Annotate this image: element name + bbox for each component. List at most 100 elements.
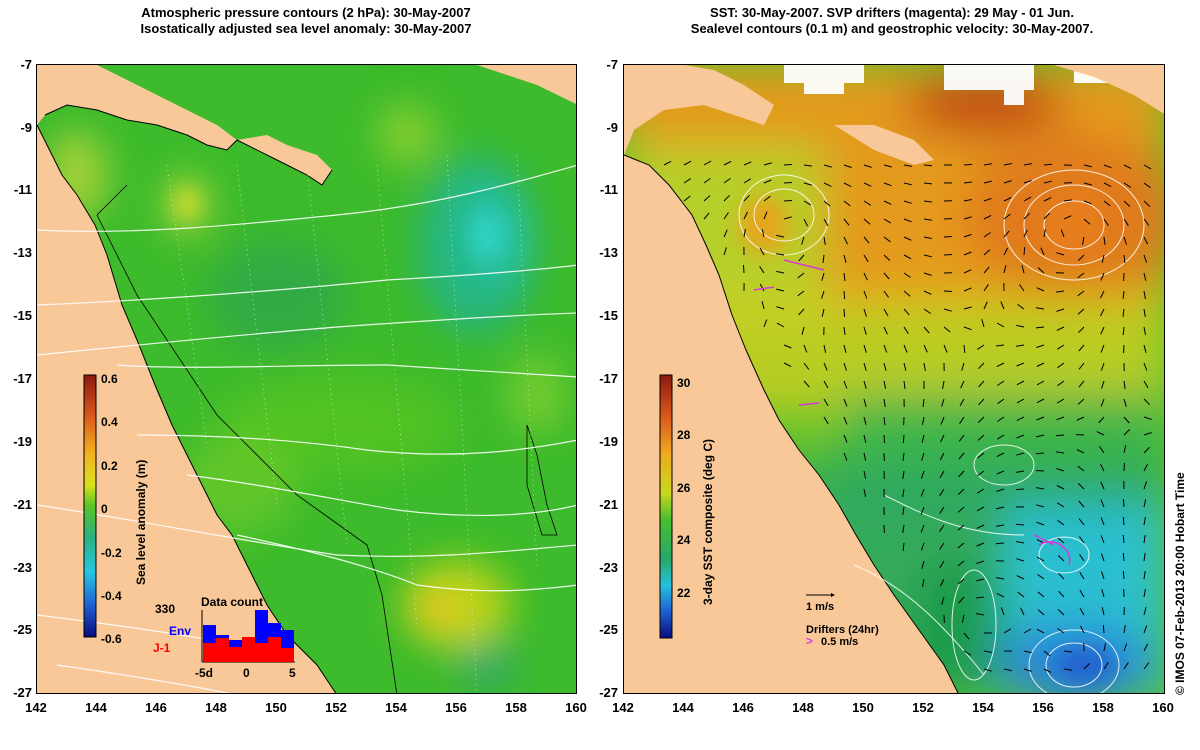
- velocity-arrow: [1023, 180, 1032, 184]
- velocity-arrow: [1023, 229, 1028, 238]
- velocity-arrow: [902, 542, 905, 551]
- velocity-arrow: [921, 416, 925, 425]
- velocity-arrow: [863, 434, 867, 443]
- velocity-arrow: [1143, 236, 1149, 245]
- velocity-arrow: [1019, 284, 1025, 292]
- y-tick-label: -17: [13, 371, 32, 386]
- data-count-inset: 330 Data count Env J-1: [153, 595, 296, 680]
- velocity-arrow: [1077, 398, 1085, 405]
- velocity-arrow: [922, 398, 925, 407]
- velocity-arrow: [843, 344, 847, 353]
- velocity-arrow: [1083, 182, 1092, 186]
- velocity-arrow: [1078, 518, 1085, 526]
- velocity-arrow: [1035, 470, 1045, 472]
- velocity-arrow: [940, 416, 945, 425]
- x-tick-label: 158: [1092, 700, 1114, 715]
- velocity-arrow: [943, 236, 953, 238]
- velocity-arrow: [1083, 164, 1092, 168]
- data-count-title: Data count: [201, 595, 263, 609]
- velocity-arrow: [983, 650, 992, 653]
- velocity-arrow: [902, 470, 905, 479]
- velocity-arrow: [996, 470, 1005, 475]
- velocity-arrow: [776, 306, 785, 310]
- velocity-arrow: [920, 470, 925, 479]
- velocity-arrow: [1036, 504, 1045, 508]
- velocity-arrow: [801, 236, 805, 245]
- velocity-arrow: [939, 452, 945, 461]
- velocity-arrow: [995, 542, 1005, 545]
- velocity-arrow: [863, 290, 868, 299]
- velocity-arrow: [783, 216, 792, 220]
- velocity-arrow: [1003, 265, 1007, 274]
- x-tick-label: 160: [565, 700, 587, 715]
- velocity-arrow: [1123, 218, 1129, 226]
- velocity-arrow: [1037, 609, 1045, 616]
- velocity-arrow: [843, 398, 848, 407]
- velocity-arrow: [903, 182, 912, 186]
- velocity-arrow: [1023, 163, 1032, 166]
- velocity-arrow: [823, 182, 832, 187]
- y-tick-label: -23: [599, 560, 618, 575]
- velocity-arrow: [957, 488, 965, 495]
- velocity-arrow: [961, 614, 965, 623]
- y-tick-label: -11: [599, 182, 618, 197]
- velocity-arrow: [843, 452, 848, 461]
- velocity-arrow: [1143, 625, 1148, 634]
- x-tick-label: 146: [145, 700, 167, 715]
- y-tick-label: -17: [599, 371, 618, 386]
- velocity-arrow: [1123, 625, 1126, 634]
- velocity-arrow: [1103, 164, 1112, 169]
- velocity-arrow: [978, 380, 985, 388]
- velocity-arrow: [978, 398, 985, 406]
- velocity-arrow: [823, 218, 829, 227]
- velocity-arrow: [683, 160, 692, 166]
- velocity-arrow: [776, 288, 785, 292]
- velocity-arrow: [996, 322, 1005, 328]
- velocity-arrow: [1016, 324, 1025, 328]
- y-tick-label: -19: [599, 434, 618, 449]
- velocity-arrow: [983, 232, 991, 238]
- velocity-arrow: [1063, 668, 1072, 671]
- velocity-arrow: [983, 249, 991, 256]
- velocity-arrow: [1078, 326, 1085, 334]
- velocity-arrow: [1056, 290, 1065, 293]
- velocity-arrow: [1036, 398, 1045, 404]
- velocity-arrow: [963, 233, 972, 238]
- velocity-arrow: [902, 488, 905, 497]
- velocity-arrow: [863, 182, 872, 187]
- sst-tick-label: 24: [677, 533, 691, 547]
- velocity-arrow: [761, 229, 765, 238]
- velocity-arrow: [863, 164, 872, 168]
- velocity-arrow: [1016, 470, 1025, 473]
- velocity-arrow: [1143, 662, 1150, 670]
- velocity-arrow: [1100, 398, 1105, 407]
- velocity-arrow: [823, 416, 829, 425]
- velocity-arrow: [902, 434, 905, 444]
- velocity-scale-label: 1 m/s: [806, 601, 834, 613]
- velocity-arrow: [1143, 432, 1152, 436]
- x-tick-label: 144: [85, 700, 107, 715]
- velocity-arrow: [939, 488, 945, 497]
- velocity-arrow: [1143, 254, 1148, 263]
- velocity-arrow: [763, 319, 768, 328]
- y-tick-label: -9: [606, 120, 618, 135]
- velocity-arrow: [723, 177, 731, 184]
- velocity-arrow: [996, 362, 1005, 368]
- velocity-arrow: [921, 434, 925, 443]
- velocity-arrow: [1100, 517, 1105, 526]
- velocity-arrow: [996, 506, 1005, 510]
- velocity-arrow: [863, 488, 867, 497]
- velocity-arrow: [783, 182, 793, 184]
- velocity-arrow: [903, 272, 911, 278]
- velocity-arrow: [1083, 218, 1091, 225]
- y-tick-label: -13: [599, 245, 618, 260]
- velocity-arrow: [1003, 163, 1012, 166]
- velocity-arrow: [1103, 643, 1106, 652]
- velocity-arrow: [996, 577, 1005, 580]
- velocity-arrow: [803, 362, 810, 370]
- velocity-arrow: [903, 380, 906, 389]
- velocity-arrow: [976, 524, 985, 529]
- velocity-arrow: [1036, 434, 1045, 438]
- velocity-arrow: [883, 362, 887, 371]
- velocity-arrow: [1043, 212, 1050, 220]
